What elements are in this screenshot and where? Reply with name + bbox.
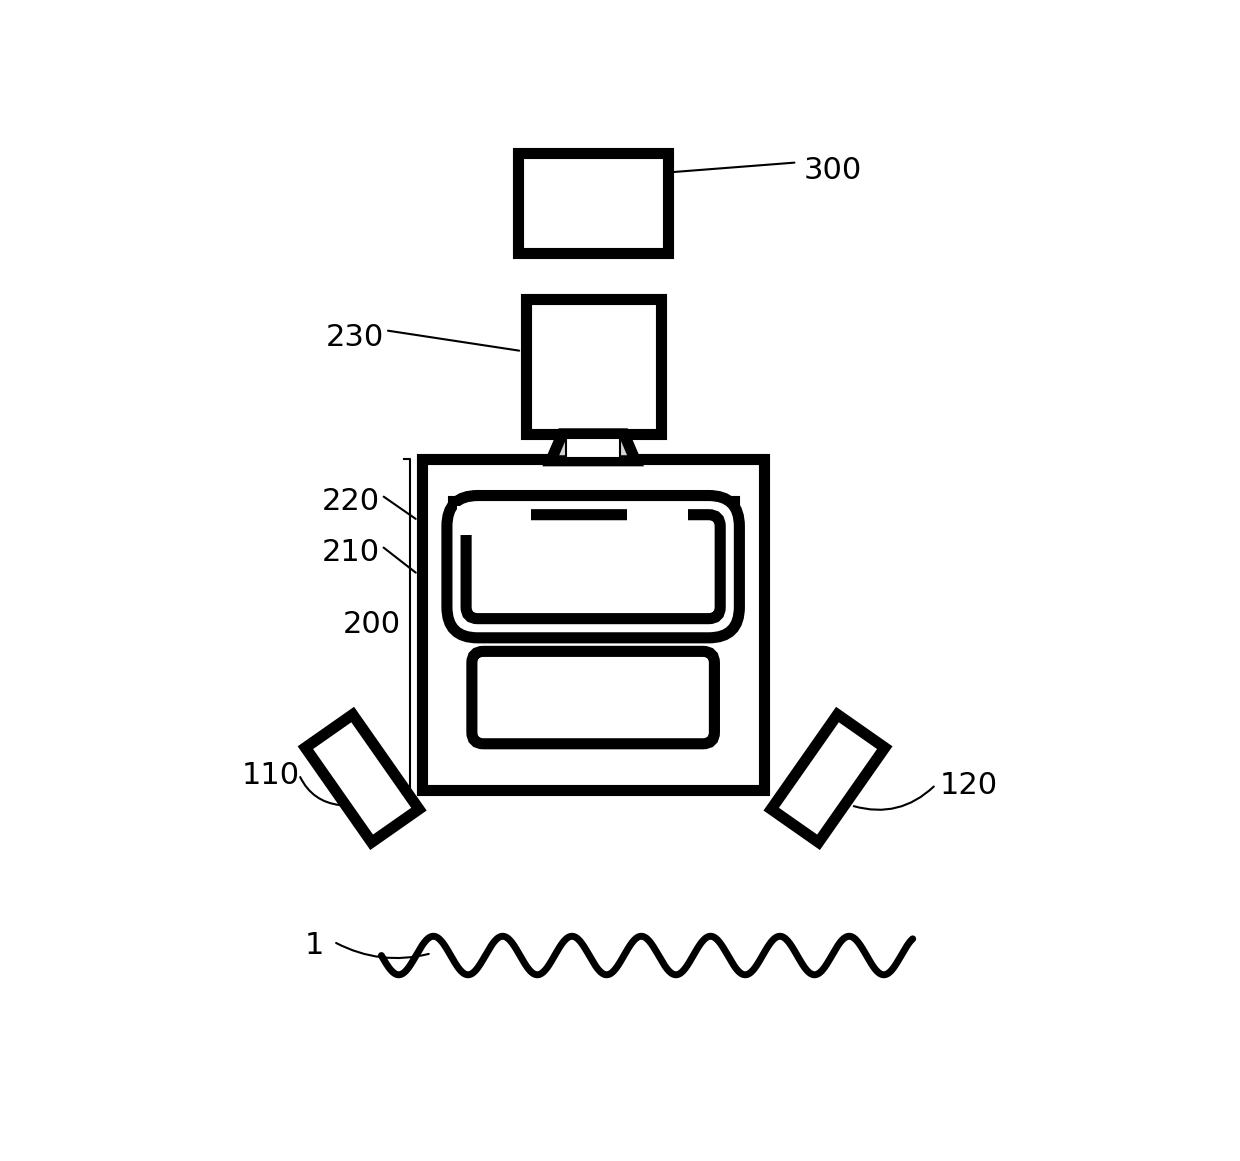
Bar xyxy=(305,714,419,842)
Text: 220: 220 xyxy=(322,488,381,517)
Text: 200: 200 xyxy=(343,610,401,639)
Bar xyxy=(526,300,661,434)
Text: 230: 230 xyxy=(326,323,384,352)
FancyBboxPatch shape xyxy=(466,514,720,619)
Text: 300: 300 xyxy=(804,157,862,186)
Text: 120: 120 xyxy=(940,771,998,800)
FancyBboxPatch shape xyxy=(472,651,714,744)
Polygon shape xyxy=(551,434,635,461)
Text: 210: 210 xyxy=(322,539,381,568)
Bar xyxy=(458,506,531,535)
FancyBboxPatch shape xyxy=(446,496,739,637)
Text: 1: 1 xyxy=(304,931,324,960)
Bar xyxy=(567,438,620,459)
Text: 110: 110 xyxy=(242,760,299,789)
Bar xyxy=(422,459,765,789)
Bar xyxy=(518,153,668,253)
Bar xyxy=(627,506,688,535)
Bar xyxy=(771,714,885,842)
Bar xyxy=(453,502,734,540)
